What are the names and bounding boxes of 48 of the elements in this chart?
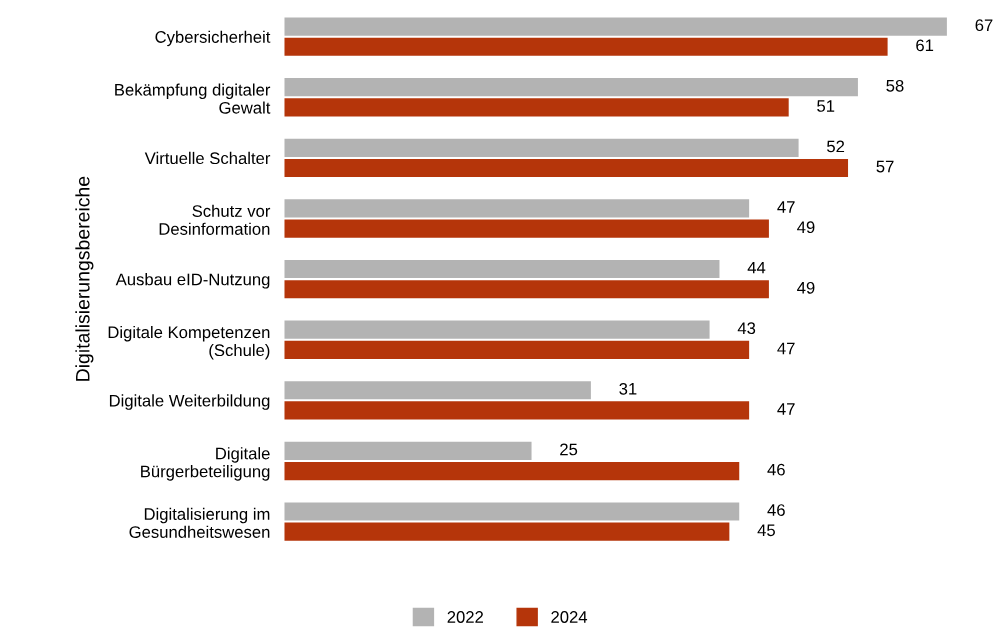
data-label: 25 <box>560 443 578 456</box>
bar <box>284 37 888 56</box>
bar <box>284 138 799 157</box>
bar <box>284 199 750 218</box>
data-label: 46 <box>767 504 785 516</box>
data-label: 67 <box>975 19 993 32</box>
y-tick-label: Digitale Weiterbildung <box>109 394 270 410</box>
data-label: 49 <box>797 221 815 234</box>
data-label: 49 <box>797 281 815 294</box>
data-label: 43 <box>737 322 756 335</box>
y-tick-label: Digitalisierung im Gesundheitswesen <box>129 507 270 538</box>
bar <box>284 17 947 36</box>
y-tick-label: Bekämpfung digitaler Gewalt <box>115 83 271 114</box>
data-label: 51 <box>817 100 835 112</box>
data-label: 31 <box>619 382 637 395</box>
data-label: 44 <box>747 261 766 274</box>
bar <box>284 340 750 359</box>
data-label: 47 <box>777 342 795 355</box>
y-tick-label: Digitale Bürgerbeteiligung <box>141 447 270 481</box>
data-label: 57 <box>876 160 894 173</box>
bar <box>284 320 710 339</box>
bar <box>284 259 720 279</box>
y-tick-label: Digitale Kompetenzen (Schule) <box>108 325 270 360</box>
bar <box>284 522 730 541</box>
data-label: 47 <box>777 201 795 213</box>
bar <box>284 502 740 521</box>
y-tick-label: Virtuelle Schalter <box>144 151 271 165</box>
bar <box>284 461 740 481</box>
legend-label: 2024 <box>551 611 588 623</box>
bar <box>284 98 789 117</box>
y-tick-label: Schutz vor Desinformation <box>159 204 271 235</box>
bar <box>284 441 532 460</box>
data-label: 45 <box>757 524 775 537</box>
data-label: 46 <box>767 463 785 476</box>
bar <box>284 280 769 299</box>
bar <box>284 401 750 420</box>
data-label: 47 <box>777 403 795 415</box>
bar <box>284 381 591 400</box>
data-label: 61 <box>916 39 934 52</box>
bar <box>284 78 858 97</box>
y-tick-label: Cybersicherheit <box>155 30 271 47</box>
y-tick-label: Ausbau eID-Nutzung <box>115 273 270 289</box>
data-label: 58 <box>886 79 904 92</box>
y-axis-title: Digitalisierungsbereiche <box>75 176 94 381</box>
data-label: 52 <box>827 140 845 153</box>
legend-label: 2022 <box>447 611 483 623</box>
bar <box>284 219 769 238</box>
bar <box>284 158 849 178</box>
